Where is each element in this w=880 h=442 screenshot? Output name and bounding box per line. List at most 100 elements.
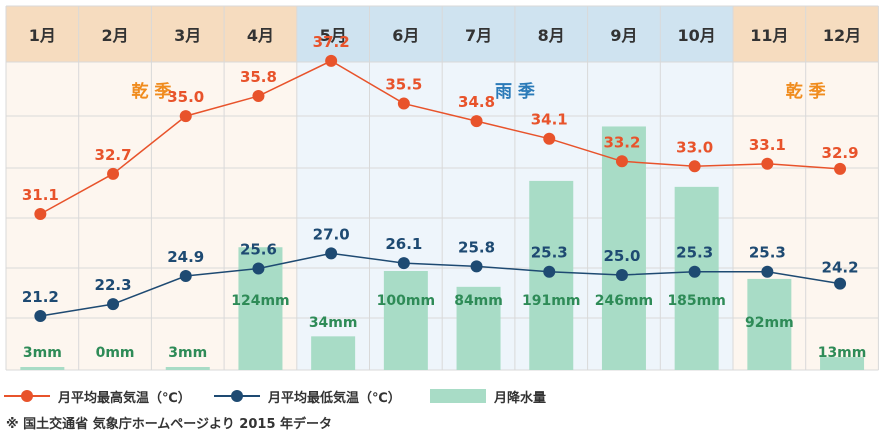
month-header-bg [369, 6, 443, 62]
rainfall-label: 246mm [595, 293, 653, 309]
min-temp-label: 24.9 [167, 248, 204, 266]
min-temp-point [834, 277, 847, 290]
month-header-bg [296, 6, 370, 62]
month-label: 1月 [29, 26, 56, 45]
min-temp-point [397, 257, 410, 270]
min-temp-point [325, 247, 338, 260]
max-temp-label: 35.5 [385, 76, 422, 94]
month-label: 5月 [320, 26, 347, 45]
max-temp-point [470, 115, 483, 128]
rainfall-label: 185mm [667, 293, 725, 309]
max-temp-label: 31.1 [22, 186, 59, 204]
rainfall-label: 124mm [231, 293, 289, 309]
min-temp-label: 25.3 [749, 244, 786, 262]
rainfall-label: 13mm [818, 345, 867, 361]
max-temp-label: 33.2 [603, 133, 640, 151]
month-label: 4月 [247, 26, 274, 45]
source-note: ※ 国土交通省 気象庁ホームページより 2015 年データ [6, 417, 333, 432]
rainfall-label: 100mm [377, 293, 435, 309]
min-temp-label: 24.2 [822, 259, 859, 277]
month-header-bg [587, 6, 661, 62]
season-label: 雨 季 [495, 81, 535, 102]
month-header-bg [514, 6, 588, 62]
month-header-bg [6, 6, 79, 62]
min-temp-label: 25.3 [676, 244, 713, 262]
legend-item-max-temp: 月平均最高気温（℃） [4, 383, 191, 409]
month-label: 7月 [465, 26, 492, 45]
min-temp-label: 26.1 [385, 235, 422, 253]
month-label: 11月 [750, 26, 788, 45]
month-label: 9月 [610, 26, 637, 45]
legend-max-temp-swatch [4, 390, 50, 402]
max-temp-point [34, 208, 47, 220]
month-header-bg [151, 6, 225, 62]
min-temp-label: 21.2 [22, 288, 59, 306]
rainfall-label: 3mm [23, 345, 62, 361]
max-temp-point [834, 162, 847, 175]
max-temp-line [39, 60, 841, 215]
rainfall-label: 3mm [168, 345, 207, 361]
legend: 月平均最高気温（℃） 月平均最低気温（℃） 月降水量 [0, 383, 880, 409]
max-temp-point [543, 132, 556, 145]
max-temp-label: 32.7 [95, 146, 132, 164]
min-temp-label: 25.6 [240, 240, 277, 258]
rainfall-label: 84mm [454, 293, 503, 309]
max-temp-point [397, 97, 410, 110]
max-temp-point [615, 155, 628, 168]
min-temp-label: 27.0 [313, 225, 350, 243]
max-temp-point [761, 157, 774, 170]
legend-rainfall-swatch [430, 389, 486, 403]
min-temp-point [543, 265, 556, 278]
legend-item-rainfall: 月降水量 [430, 383, 546, 409]
min-temp-label: 25.8 [458, 238, 495, 256]
month-header-bg [78, 6, 152, 62]
min-temp-point [34, 310, 47, 322]
month-header-bg [660, 6, 733, 62]
rainfall-bar [456, 286, 501, 370]
month-label: 2月 [101, 26, 128, 45]
month-body-bg [78, 62, 152, 370]
max-temp-point [688, 160, 701, 173]
max-temp-point [179, 110, 192, 123]
season-label: 乾 季 [786, 81, 826, 102]
max-temp-point [325, 54, 338, 67]
max-temp-label: 35.0 [167, 88, 204, 106]
month-header-bg [805, 6, 879, 62]
max-temp-label: 35.8 [240, 68, 277, 86]
rainfall-bar [311, 336, 356, 370]
rainfall-label: 0mm [96, 345, 135, 361]
month-label: 3月 [174, 26, 201, 45]
month-label: 12月 [823, 26, 861, 45]
legend-max-temp-label: 月平均最高気温（℃） [58, 390, 191, 406]
rainfall-label: 92mm [745, 315, 794, 331]
min-temp-point [615, 268, 628, 281]
min-temp-label: 25.3 [531, 244, 568, 262]
min-temp-point [470, 260, 483, 273]
max-temp-point [252, 90, 265, 103]
month-label: 10月 [678, 26, 716, 45]
max-temp-label: 32.9 [822, 144, 859, 162]
max-temp-point [107, 167, 120, 180]
max-temp-label: 33.0 [676, 138, 713, 156]
min-temp-point [179, 270, 192, 283]
rainfall-label: 34mm [309, 315, 358, 331]
legend-min-temp-label: 月平均最低気温（℃） [268, 390, 401, 406]
max-temp-label: 37.2 [313, 33, 350, 51]
legend-rainfall-label: 月降水量 [494, 390, 547, 406]
legend-item-min-temp: 月平均最低気温（℃） [214, 383, 401, 409]
legend-min-temp-swatch [214, 390, 260, 402]
month-body-bg [805, 62, 879, 370]
rainfall-bar [674, 186, 719, 370]
min-temp-label: 22.3 [95, 276, 132, 294]
month-label: 8月 [538, 26, 565, 45]
min-temp-point [252, 262, 265, 275]
rainfall-bar [383, 271, 428, 370]
month-body-bg [296, 62, 370, 370]
month-header-bg [442, 6, 515, 62]
month-header-bg [733, 6, 806, 62]
rainfall-bar [165, 367, 210, 370]
min-temp-point [688, 265, 701, 278]
rainfall-bar [20, 367, 65, 370]
max-temp-label: 34.8 [458, 93, 495, 111]
